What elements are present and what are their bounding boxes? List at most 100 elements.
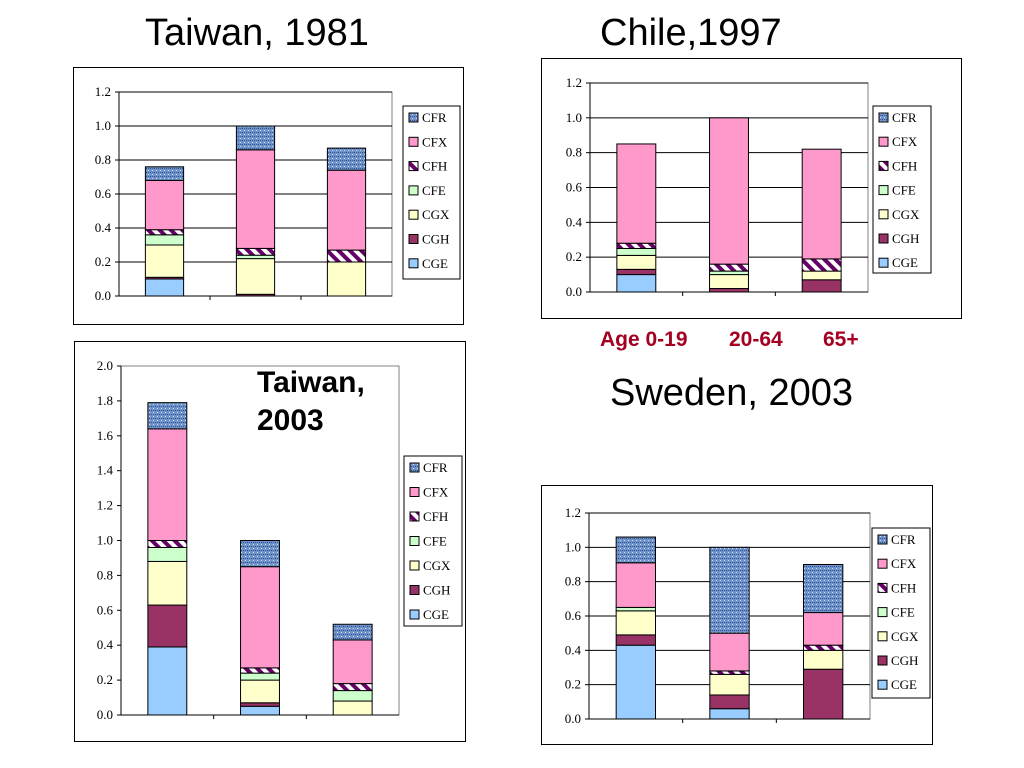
title-taiwan-2003-line2: 2003: [257, 404, 324, 437]
legend-label-cge: CGE: [891, 677, 917, 692]
y-tick-label: 0.4: [566, 214, 583, 229]
chart-chile-1997: 0.0 0.2 0.4 0.6 0.8 1.0 1.2 CFR CFX CFH CFE CGX CGH C…: [541, 58, 962, 319]
chart-taiwan-1981: 0.0 0.2 0.4 0.6 0.8 1.0 1.2 CFR CFX CFH CFE CGX CGH C…: [73, 67, 464, 325]
bar-segment-cfx: [332, 639, 373, 685]
bar-segment-cfx: [147, 428, 188, 541]
y-tick-label: 1.2: [95, 84, 111, 99]
legend-swatch-cgh: [878, 233, 889, 244]
legend-label-cfr: CFR: [891, 532, 916, 547]
bar-segment-cfx: [801, 148, 842, 260]
legend-label-cfx: CFX: [422, 134, 448, 149]
legend-swatch-cfe: [408, 185, 419, 196]
bar-segment-cfe: [616, 247, 657, 256]
legend-label-cge: CGE: [422, 256, 448, 271]
y-tick-label: 0.2: [97, 672, 113, 687]
legend-swatch-cfr: [409, 462, 420, 473]
y-tick-label: 0.2: [565, 677, 581, 692]
bar-segment-cfr: [326, 147, 367, 171]
legend-swatch-cfe: [877, 607, 888, 618]
age-label-0: Age 0-19: [600, 328, 688, 351]
bar-segment-cgh: [615, 634, 657, 646]
y-tick-label: 0.8: [565, 574, 581, 589]
bar-segment-cfh: [326, 249, 367, 263]
title-taiwan-2003-line1: Taiwan,: [257, 366, 365, 399]
y-tick-label: 0.6: [566, 180, 583, 195]
bar-segment-cfx: [235, 149, 276, 249]
bar-segment-cfh: [332, 683, 373, 692]
legend-swatch-cge: [408, 258, 419, 269]
legend-swatch-cgx: [878, 209, 889, 220]
legend-label-cfh: CFH: [423, 509, 448, 524]
y-tick-label: 1.4: [97, 463, 114, 478]
bar-segment-cgx: [147, 560, 188, 606]
y-tick-label: 1.0: [97, 533, 113, 548]
bar-segment-cfx: [709, 632, 750, 672]
legend-swatch-cfh: [408, 161, 419, 172]
age-labels: Age 0-19 20-64 65+: [0, 328, 1024, 358]
legend-label-cfx: CFX: [891, 556, 917, 571]
title-sweden-2003: Sweden, 2003: [610, 372, 853, 414]
y-tick-label: 0.4: [95, 220, 112, 235]
bar-segment-cfe: [240, 672, 280, 681]
bar-segment-cfh: [147, 540, 188, 548]
y-tick-label: 0.6: [565, 608, 582, 623]
bar-segment-cge: [615, 644, 657, 720]
legend-label-cge: CGE: [892, 255, 918, 270]
y-tick-label: 0.4: [97, 637, 114, 652]
bar-segment-cfx: [326, 169, 367, 251]
y-tick-label: 0.2: [566, 249, 582, 264]
bar-segment-cgx: [144, 244, 185, 278]
y-tick-label: 1.2: [566, 75, 582, 90]
bar-segment-cfr: [144, 166, 185, 181]
bar-segment-cgx: [235, 258, 276, 295]
bar-segment-cfr: [147, 402, 188, 430]
y-tick-label: 0.0: [566, 284, 582, 299]
bar-segment-cfh: [616, 242, 657, 249]
y-tick-label: 0.6: [97, 602, 114, 617]
y-tick-label: 1.0: [566, 110, 582, 125]
title-chile-1997: Chile,1997: [600, 12, 782, 54]
bar-segment-cfr: [235, 125, 276, 151]
legend-label-cge: CGE: [423, 607, 449, 622]
bar-segment-cfe: [332, 690, 373, 702]
y-tick-label: 0.6: [95, 186, 112, 201]
age-label-1: 20-64: [729, 328, 783, 351]
y-tick-label: 1.0: [95, 118, 111, 133]
bar-segment-cgx: [332, 700, 373, 716]
legend-label-cfe: CFE: [422, 183, 446, 198]
legend-swatch-cfh: [409, 511, 420, 522]
bar-segment-cfr: [802, 564, 844, 614]
bar-segment-cge: [240, 705, 280, 716]
bar-segment-cgh: [709, 694, 750, 710]
bar-segment-cgh: [616, 268, 657, 276]
bar-segment-cfr: [332, 623, 373, 641]
y-tick-label: 1.8: [97, 393, 113, 408]
bar-segment-cgx: [615, 610, 657, 636]
y-tick-label: 0.8: [566, 145, 582, 160]
bar-segment-cge: [709, 708, 750, 720]
legend-label-cgh: CGH: [891, 653, 918, 668]
bar-segment-cfh: [709, 263, 749, 272]
bar-segment-cfh: [709, 670, 750, 675]
legend-swatch-cge: [877, 679, 888, 690]
legend-label-cfh: CFH: [892, 158, 917, 173]
y-tick-label: 1.2: [97, 498, 113, 513]
legend-label-cfe: CFE: [891, 605, 915, 620]
legend-label-cgx: CGX: [423, 558, 451, 573]
bar-segment-cge: [616, 274, 657, 293]
legend-label-cgx: CGX: [422, 207, 450, 222]
title-taiwan-1981: Taiwan, 1981: [145, 12, 369, 54]
bar-segment-cgx: [801, 270, 842, 281]
bar-segment-cgx: [616, 254, 657, 270]
legend-label-cgx: CGX: [891, 629, 919, 644]
y-tick-label: 0.8: [97, 567, 113, 582]
bar-segment-cfh: [240, 667, 280, 674]
legend-swatch-cfe: [409, 536, 420, 546]
bar-segment-cfx: [616, 143, 657, 244]
y-tick-label: 2.0: [97, 358, 113, 373]
legend-label-cfe: CFE: [892, 183, 916, 198]
bar-segment-cfh: [235, 247, 276, 256]
bar-segment-cfh: [144, 229, 185, 236]
bar-segment-cgx: [709, 673, 750, 696]
legend-swatch-cge: [878, 257, 889, 268]
